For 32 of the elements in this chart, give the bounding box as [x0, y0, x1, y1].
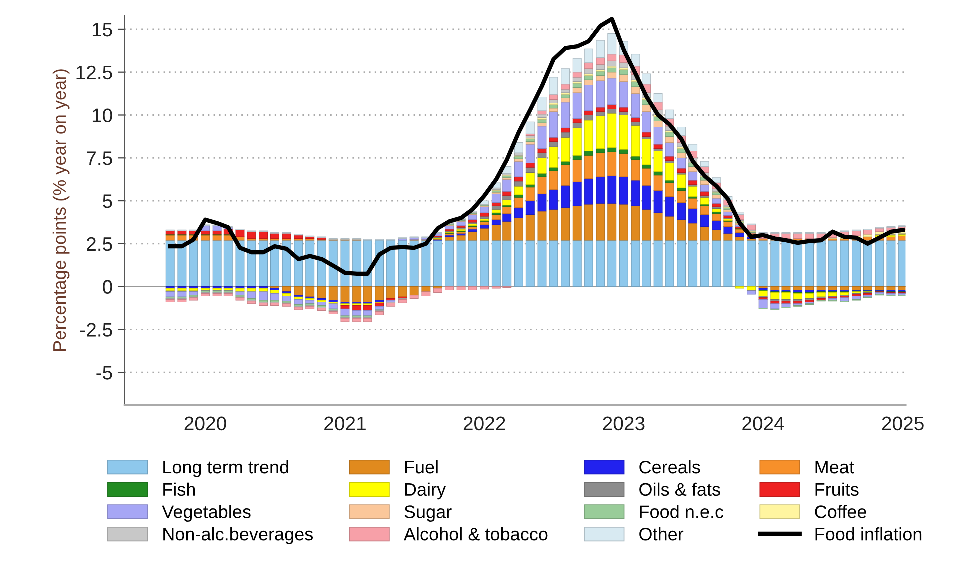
y-tick-label: -2.5: [80, 323, 112, 337]
legend-label: Dairy: [405, 482, 446, 500]
legend-label: Vegetables: [162, 505, 251, 522]
legend-label: Fuel: [405, 460, 438, 474]
y-tick-label: 5: [103, 194, 112, 208]
y-tick-label: 2.5: [87, 237, 112, 252]
x-tick-label: 2020: [184, 416, 226, 431]
legend-label: Fish: [164, 482, 196, 496]
legend-label: Non-alc.beverages: [164, 528, 314, 544]
legend-label: Cereals: [640, 460, 700, 474]
legend-label: Sugar: [404, 506, 452, 522]
x-tick-label: 2021: [324, 416, 366, 431]
legend-label: Long term trend: [164, 460, 288, 478]
y-tick-label: 0: [103, 280, 112, 294]
legend-label: Fruits: [816, 482, 859, 496]
x-tick-label: 2025: [882, 416, 924, 431]
legend-label: Oils & fats: [640, 482, 720, 496]
y-tick-label: -5: [96, 366, 112, 380]
x-tick-label: 2023: [603, 416, 645, 431]
x-tick-label: 2022: [464, 416, 506, 431]
y-tick-label: 10: [92, 108, 112, 122]
x-tick-label: 2024: [742, 416, 784, 431]
y-tick-label: 7.5: [87, 152, 112, 166]
legend-label: Alcohol & tobacco: [404, 528, 548, 541]
y-axis-title: Percentage points (% year on year): [52, 70, 70, 351]
legend-label: Meat: [816, 461, 854, 474]
y-tick-label: 12.5: [76, 66, 112, 80]
legend-label: Other: [640, 528, 684, 541]
legend-label: Food inflation: [816, 528, 922, 541]
y-tick-label: 15: [92, 23, 112, 37]
legend-label: Coffee: [815, 505, 866, 518]
legend-label: Food n.e.c: [640, 505, 724, 518]
